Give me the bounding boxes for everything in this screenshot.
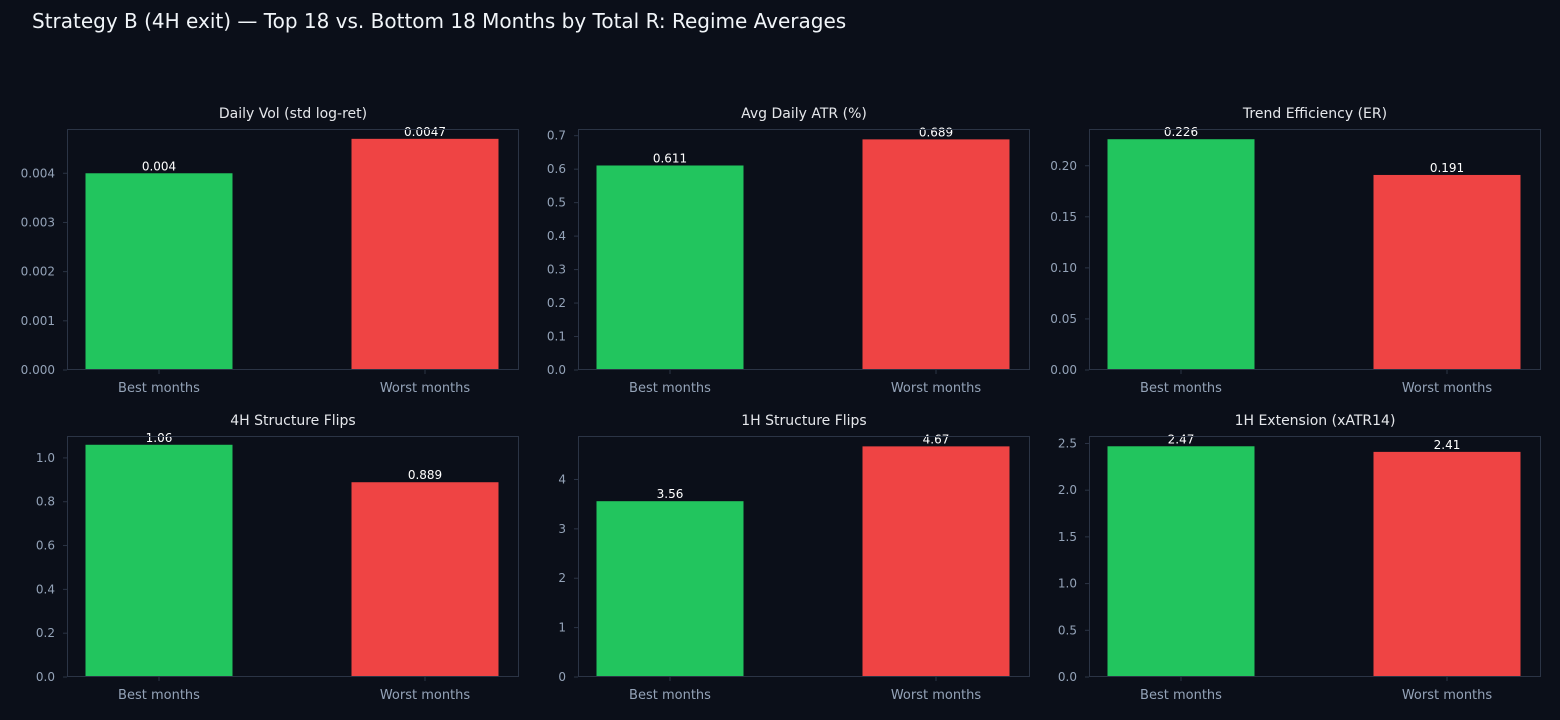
x-tick-label: Worst months <box>1402 688 1493 703</box>
y-tick-label: 0.15 <box>1050 210 1077 224</box>
y-tick-label: 0.2 <box>36 626 55 640</box>
value-label: 0.191 <box>1430 161 1464 175</box>
chart-panel-5: 1H Structure Flips 3.56 Best months 4.67 Wor… <box>558 413 1030 703</box>
bar-best-months <box>85 444 233 677</box>
x-tick-label: Best months <box>118 688 200 703</box>
bar-worst-months <box>351 138 499 370</box>
y-tick-label: 0.6 <box>36 539 55 553</box>
plot-frame <box>67 436 519 677</box>
y-tick-label: 4 <box>558 472 566 486</box>
y-tick-label: 0.2 <box>547 296 566 310</box>
x-tick-label: Worst months <box>380 381 471 396</box>
bar-best-months <box>596 501 744 677</box>
y-tick-label: 0.1 <box>547 330 566 344</box>
y-tick-label: 0.001 <box>21 314 55 328</box>
y-tick-label: 0.7 <box>547 129 566 143</box>
x-tick-label: Worst months <box>891 688 982 703</box>
plot-frame <box>578 436 1030 677</box>
x-tick-label: Best months <box>1140 381 1222 396</box>
panel-title: Daily Vol (std log-ret) <box>219 106 367 122</box>
y-tick-label: 0.004 <box>21 166 55 180</box>
x-tick-label: Worst months <box>1402 381 1493 396</box>
plot-frame <box>67 129 519 370</box>
value-label: 2.47 <box>1168 432 1195 446</box>
y-tick-label: 1.0 <box>36 451 55 465</box>
y-tick-label: 0.003 <box>21 215 55 229</box>
y-tick-label: 0.8 <box>36 495 55 509</box>
plot-frame <box>1089 436 1541 677</box>
value-label: 4.67 <box>923 432 950 446</box>
panel-title: Avg Daily ATR (%) <box>741 106 867 122</box>
value-label: 0.689 <box>919 125 953 139</box>
x-tick-label: Best months <box>118 381 200 396</box>
y-tick-label: 2.5 <box>1058 436 1077 450</box>
value-label: 2.41 <box>1434 438 1461 452</box>
y-tick-label: 0.10 <box>1050 261 1077 275</box>
y-tick-label: 3 <box>558 522 566 536</box>
value-label: 1.06 <box>146 431 173 445</box>
x-tick-label: Best months <box>629 381 711 396</box>
panel-title: 1H Structure Flips <box>741 413 866 429</box>
y-tick-label: 0.00 <box>1050 363 1077 377</box>
bar-best-months <box>596 165 744 370</box>
y-tick-label: 0.05 <box>1050 312 1077 326</box>
y-tick-label: 0.0 <box>1058 670 1077 684</box>
chart-panel-4: 4H Structure Flips 1.06 Best months 0.889 Wo… <box>36 413 519 703</box>
chart-panel-1: Daily Vol (std log-ret) 0.004 Best months 0… <box>21 106 519 396</box>
figure-title: Strategy B (4H exit) — Top 18 vs. Bottom… <box>32 9 847 33</box>
panel-title: 4H Structure Flips <box>230 413 355 429</box>
value-label: 0.889 <box>408 468 442 482</box>
panel-title: Trend Efficiency (ER) <box>1242 106 1387 122</box>
panel-title: 1H Extension (xATR14) <box>1235 413 1396 429</box>
plot-frame <box>578 129 1030 370</box>
y-tick-label: 1 <box>558 621 566 635</box>
bar-worst-months <box>862 446 1010 677</box>
y-tick-label: 1.0 <box>1058 577 1077 591</box>
y-tick-label: 0.002 <box>21 265 55 279</box>
y-tick-label: 1.5 <box>1058 530 1077 544</box>
y-tick-label: 0.4 <box>36 582 55 596</box>
bar-best-months <box>1107 446 1255 677</box>
bar-worst-months <box>351 482 499 677</box>
value-label: 3.56 <box>657 487 684 501</box>
y-tick-label: 0.4 <box>547 229 566 243</box>
y-tick-label: 0.0 <box>547 363 566 377</box>
y-tick-label: 0.000 <box>21 363 55 377</box>
chart-panel-3: Trend Efficiency (ER) 0.226 Best months 0.1… <box>1050 106 1541 396</box>
bar-worst-months <box>1373 174 1521 370</box>
value-label: 0.004 <box>142 159 176 173</box>
y-tick-label: 0.5 <box>547 196 566 210</box>
chart-panel-2: Avg Daily ATR (%) 0.611 Best months 0.689 Wo… <box>547 106 1030 396</box>
y-tick-label: 0.20 <box>1050 159 1077 173</box>
chart-panel-6: 1H Extension (xATR14) 2.47 Best months 2.41… <box>1058 413 1541 703</box>
x-tick-label: Worst months <box>380 688 471 703</box>
bar-best-months <box>1107 139 1255 370</box>
y-tick-label: 2.0 <box>1058 483 1077 497</box>
value-label: 0.611 <box>653 151 687 165</box>
y-tick-label: 0.5 <box>1058 623 1077 637</box>
plot-frame <box>1089 129 1541 370</box>
x-tick-label: Best months <box>629 688 711 703</box>
y-tick-label: 0.6 <box>547 162 566 176</box>
value-label: 0.226 <box>1164 125 1198 139</box>
y-tick-label: 0.0 <box>36 670 55 684</box>
bar-best-months <box>85 173 233 370</box>
value-label: 0.0047 <box>404 125 446 139</box>
bar-worst-months <box>862 139 1010 370</box>
bar-worst-months <box>1373 451 1521 677</box>
y-tick-label: 2 <box>558 571 566 585</box>
x-tick-label: Worst months <box>891 381 982 396</box>
y-tick-label: 0.3 <box>547 263 566 277</box>
y-tick-label: 0 <box>558 670 566 684</box>
x-tick-label: Best months <box>1140 688 1222 703</box>
